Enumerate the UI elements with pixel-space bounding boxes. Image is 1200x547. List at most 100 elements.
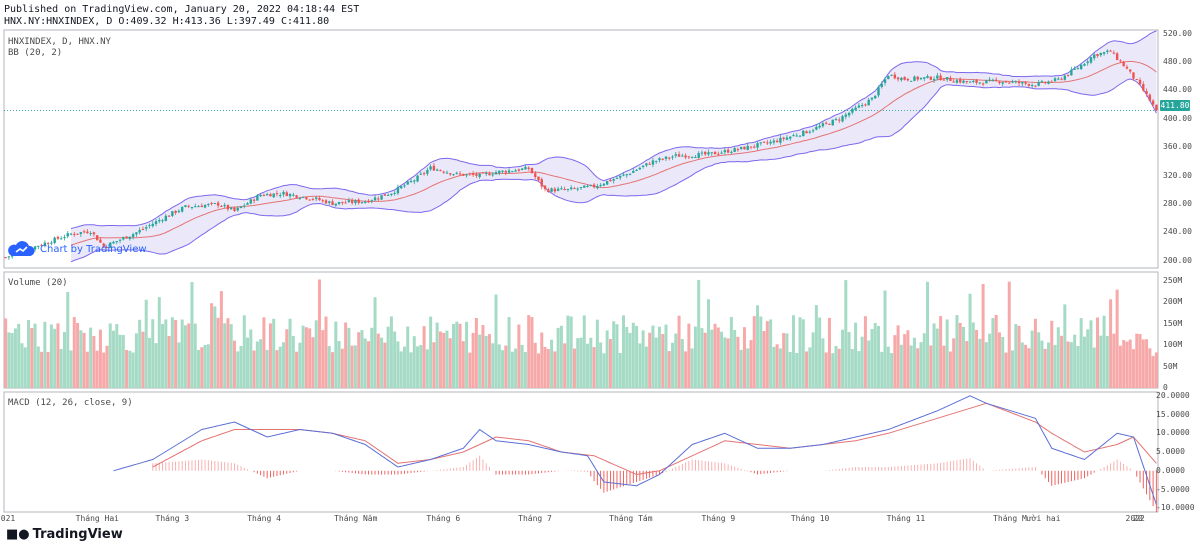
candle-body (1122, 61, 1125, 67)
candle-body (1053, 78, 1057, 81)
candle-body (504, 171, 508, 173)
volume-bar (337, 341, 341, 388)
candle-body (498, 170, 501, 173)
volume-bar (517, 324, 521, 388)
volume-bar (844, 280, 848, 388)
time-axis-tick: Tháng Tám (609, 514, 653, 523)
candle-body (288, 193, 292, 197)
volume-bar (1118, 345, 1122, 388)
candle-body (592, 184, 596, 188)
volume-bar (487, 334, 491, 388)
volume-bar (1131, 349, 1135, 388)
candle-body (534, 173, 537, 178)
volume-bar (1148, 348, 1152, 388)
candle-body (249, 199, 253, 204)
candle-body (916, 76, 919, 80)
candle-body (1040, 81, 1044, 83)
volume-bar (1001, 336, 1005, 388)
price-axis-tick: 400.00 (1163, 113, 1192, 123)
volume-bar (161, 323, 165, 388)
volume-bar (141, 331, 145, 388)
volume-bar (602, 353, 606, 388)
candle-body (635, 169, 638, 171)
candle-body (978, 82, 982, 84)
candle-body (86, 231, 89, 234)
candle-body (772, 140, 776, 143)
volume-bar (353, 345, 357, 388)
candle-body (275, 193, 279, 195)
volume-bar (197, 349, 201, 388)
candle-body (484, 173, 488, 175)
candle-body (92, 232, 96, 235)
volume-axis-tick: 100M (1163, 340, 1183, 350)
volume-bar (340, 348, 344, 388)
candle-body (216, 202, 220, 206)
candle-body (141, 229, 145, 231)
candle-body (681, 155, 684, 157)
candle-body (1008, 82, 1011, 84)
volume-bar (452, 323, 456, 388)
candle-body (720, 152, 723, 154)
candle-body (360, 202, 364, 204)
volume-bar (746, 348, 750, 388)
candle-body (7, 256, 11, 258)
candle-body (838, 119, 841, 121)
volume-bar (334, 321, 338, 388)
volume-bar (720, 331, 724, 388)
volume-bar (265, 349, 269, 388)
footer-brand[interactable]: ■● TradingView (6, 527, 123, 542)
volume-bar (582, 315, 586, 388)
volume-bar (563, 343, 567, 388)
candle-body (936, 75, 939, 79)
candle-body (220, 205, 223, 207)
candle-body (762, 141, 766, 143)
volume-bar (344, 322, 348, 388)
candle-body (1132, 72, 1135, 79)
candle-body (870, 97, 874, 100)
bb-basis-line (70, 60, 1157, 246)
candle-body (207, 203, 210, 206)
chart-watermark[interactable]: Chart by TradingView (40, 244, 147, 255)
volume-bar (687, 323, 691, 388)
candle-body (422, 173, 426, 175)
volume-bar (229, 324, 233, 388)
volume-bar (550, 339, 554, 388)
candle-body (638, 167, 642, 170)
candle-body (393, 192, 396, 194)
volume-bar (1073, 334, 1077, 388)
candle-body (167, 215, 171, 217)
volume-axis-tick: 150M (1163, 318, 1183, 328)
brand-text: TradingView (32, 527, 123, 542)
volume-bar (131, 352, 135, 388)
volume-bar (1043, 348, 1047, 388)
volume-bar (667, 351, 671, 388)
volume-bar (347, 327, 351, 388)
candle-body (730, 151, 733, 153)
volume-bar (396, 341, 400, 388)
candle-body (726, 149, 730, 153)
candle-body (972, 81, 975, 83)
candle-body (749, 146, 753, 148)
volume-bar (710, 329, 714, 388)
volume-bar (1050, 320, 1054, 388)
volume-bar (134, 333, 138, 388)
candle-body (1155, 104, 1158, 111)
candle-body (828, 123, 831, 125)
volume-bar (1033, 318, 1037, 388)
macd-axis-tick: 0.0000 (1156, 465, 1185, 475)
candle-body (115, 241, 118, 243)
candle-body (1093, 54, 1096, 59)
volume-bar (618, 352, 622, 388)
volume-bar (13, 328, 17, 388)
candle-body (1135, 79, 1138, 81)
volume-bar (1079, 318, 1083, 388)
price-axis-tick: 280.00 (1163, 199, 1192, 209)
volume-bar (798, 317, 802, 388)
candle-body (792, 135, 795, 137)
time-axis-tick: Tháng Năm (334, 514, 378, 523)
candle-body (929, 76, 932, 80)
candle-body (145, 227, 148, 229)
candle-body (619, 175, 622, 178)
volume-bar (203, 344, 207, 388)
